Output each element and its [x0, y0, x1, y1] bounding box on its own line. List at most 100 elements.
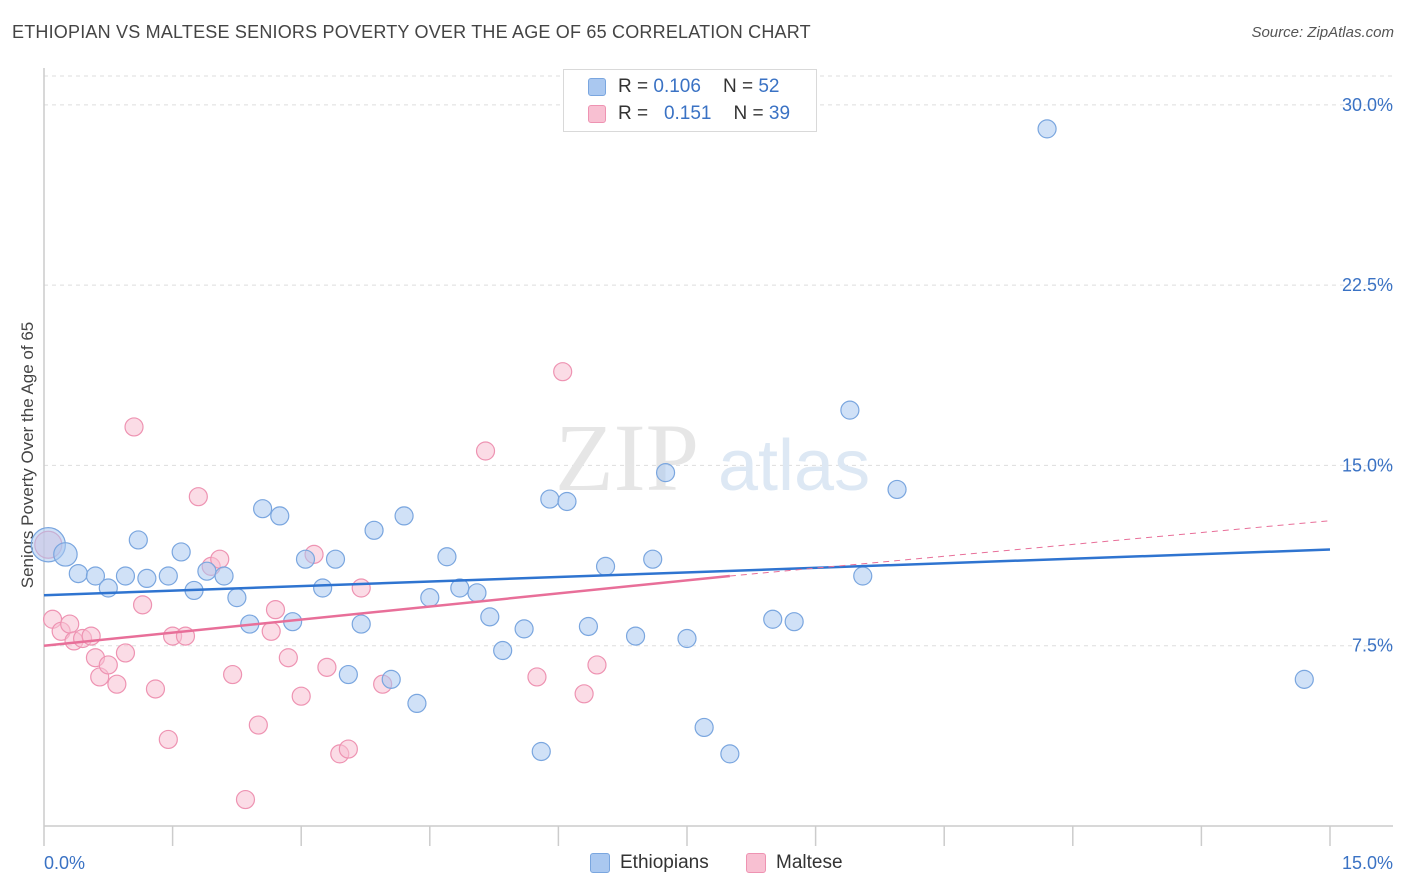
ethiopians-point: [128, 530, 148, 550]
maltese-point: [107, 674, 127, 694]
ethiopians-point: [351, 614, 371, 634]
ethiopians-point: [677, 628, 697, 649]
ethiopians-point: [887, 479, 907, 500]
ethiopians-legend-swatch: [590, 853, 610, 873]
y-tick-label: 7.5%: [1352, 636, 1393, 656]
legend-r-label: R =: [618, 103, 649, 124]
series-legend-ethiopians: Ethiopians: [590, 852, 709, 874]
legend-n-label: N =: [733, 103, 764, 124]
maltese-point: [188, 487, 208, 507]
ethiopians-point: [557, 491, 577, 512]
x-tick-labels: 0.0% 15.0%: [44, 853, 1393, 873]
ethiopians-point: [171, 542, 191, 562]
maltese-point: [351, 578, 371, 598]
maltese-point: [265, 600, 286, 620]
maltese-point: [475, 441, 496, 461]
legend-n-label: N =: [722, 76, 754, 97]
maltese-point: [587, 655, 607, 675]
maltese-point: [132, 595, 153, 615]
maltese-trend-line: [43, 574, 730, 647]
maltese-point: [115, 643, 136, 663]
maltese-point: [527, 667, 547, 687]
y-tick-label: 15.0%: [1342, 455, 1393, 475]
correlation-legend: R = 0.106 N = 52 R = 0.151 N = 39: [563, 69, 817, 132]
chart-title: ETHIOPIAN VS MALTESE SENIORS POVERTY OVE…: [12, 22, 811, 42]
ethiopians-point: [325, 549, 346, 569]
ethiopians-point: [467, 583, 487, 603]
ethiopians-trend-line: [43, 548, 1331, 597]
ethiopians-point: [763, 609, 783, 629]
gridlines: [44, 75, 1393, 647]
y-tick-label: 30.0%: [1342, 95, 1393, 115]
ethiopians-point: [270, 506, 290, 526]
ethiopians-point: [437, 547, 457, 567]
y-tick-labels: 7.5% 15.0% 22.5% 30.0%: [1342, 95, 1393, 656]
ethiopians-point: [313, 578, 333, 598]
ethiopians-n-value: 52: [758, 76, 780, 97]
trend-lines: [43, 520, 1331, 647]
maltese-point: [145, 679, 166, 699]
ethiopians-r-value: 0.106: [653, 76, 701, 97]
ethiopians-point: [420, 588, 440, 608]
ethiopians-point: [853, 566, 873, 586]
ethiopians-point: [394, 506, 414, 526]
maltese-n-value: 39: [768, 103, 791, 124]
maltese-point: [235, 789, 256, 810]
watermark: ZIP atlas: [555, 404, 870, 511]
ethiopians-point: [364, 520, 384, 540]
ethiopians-point: [540, 489, 560, 509]
maltese-swatch: [588, 105, 606, 123]
ethiopians-point: [197, 561, 217, 581]
ethiopians-point: [158, 566, 178, 586]
ethiopians-point: [115, 566, 136, 586]
ethiopians-point: [514, 619, 534, 639]
ethiopians-point: [338, 664, 358, 685]
ethiopians-point: [214, 566, 234, 586]
watermark-zip: ZIP: [555, 404, 699, 511]
x-tick-label-left: 0.0%: [44, 853, 85, 873]
maltese-legend-swatch: [746, 853, 766, 873]
ethiopians-point: [595, 556, 616, 576]
ethiopians-point: [840, 400, 860, 420]
x-tick-label-right: 15.0%: [1342, 853, 1393, 873]
ethiopians-point: [85, 566, 106, 586]
maltese-trend-extension: [729, 520, 1331, 577]
ethiopians-point: [295, 549, 316, 569]
maltese-point: [574, 684, 594, 704]
maltese-point: [317, 657, 337, 677]
series-legend: Ethiopians Maltese: [0, 852, 1406, 876]
ethiopians-point: [1294, 669, 1314, 689]
maltese-point: [338, 739, 358, 759]
maltese-point: [98, 655, 118, 675]
ethiopians-point: [381, 669, 401, 689]
ethiopians-legend-label: Ethiopians: [620, 852, 709, 873]
maltese-point: [60, 614, 80, 634]
ethiopians-point: [137, 568, 157, 589]
watermark-atlas: atlas: [718, 426, 870, 506]
maltese-legend-label: Maltese: [776, 852, 843, 873]
maltese-point: [278, 648, 298, 668]
maltese-r-value: 0.151: [663, 103, 712, 124]
ethiopians-point: [625, 626, 646, 646]
legend-row-maltese: R = 0.151 N = 39: [588, 103, 790, 125]
maltese-point: [248, 715, 268, 735]
maltese-point: [223, 664, 243, 685]
source-label: Source: ZipAtlas.com: [1251, 24, 1394, 41]
ethiopians-point: [68, 563, 88, 584]
ethiopians-point: [784, 612, 804, 632]
maltese-point: [158, 729, 178, 750]
ethiopians-point: [643, 549, 663, 569]
ethiopians-point: [407, 693, 427, 714]
legend-r-label: R =: [618, 76, 649, 97]
ethiopians-swatch: [588, 78, 606, 96]
series-legend-maltese: Maltese: [746, 852, 843, 874]
ethiopians-point: [578, 616, 599, 637]
maltese-point: [261, 621, 281, 641]
ethiopians-point: [655, 463, 676, 483]
ethiopians-point: [531, 741, 551, 762]
ethiopians-point: [694, 717, 714, 738]
ethiopians-point: [493, 640, 513, 661]
ethiopians-point: [53, 542, 78, 567]
ethiopians-point: [480, 607, 500, 627]
